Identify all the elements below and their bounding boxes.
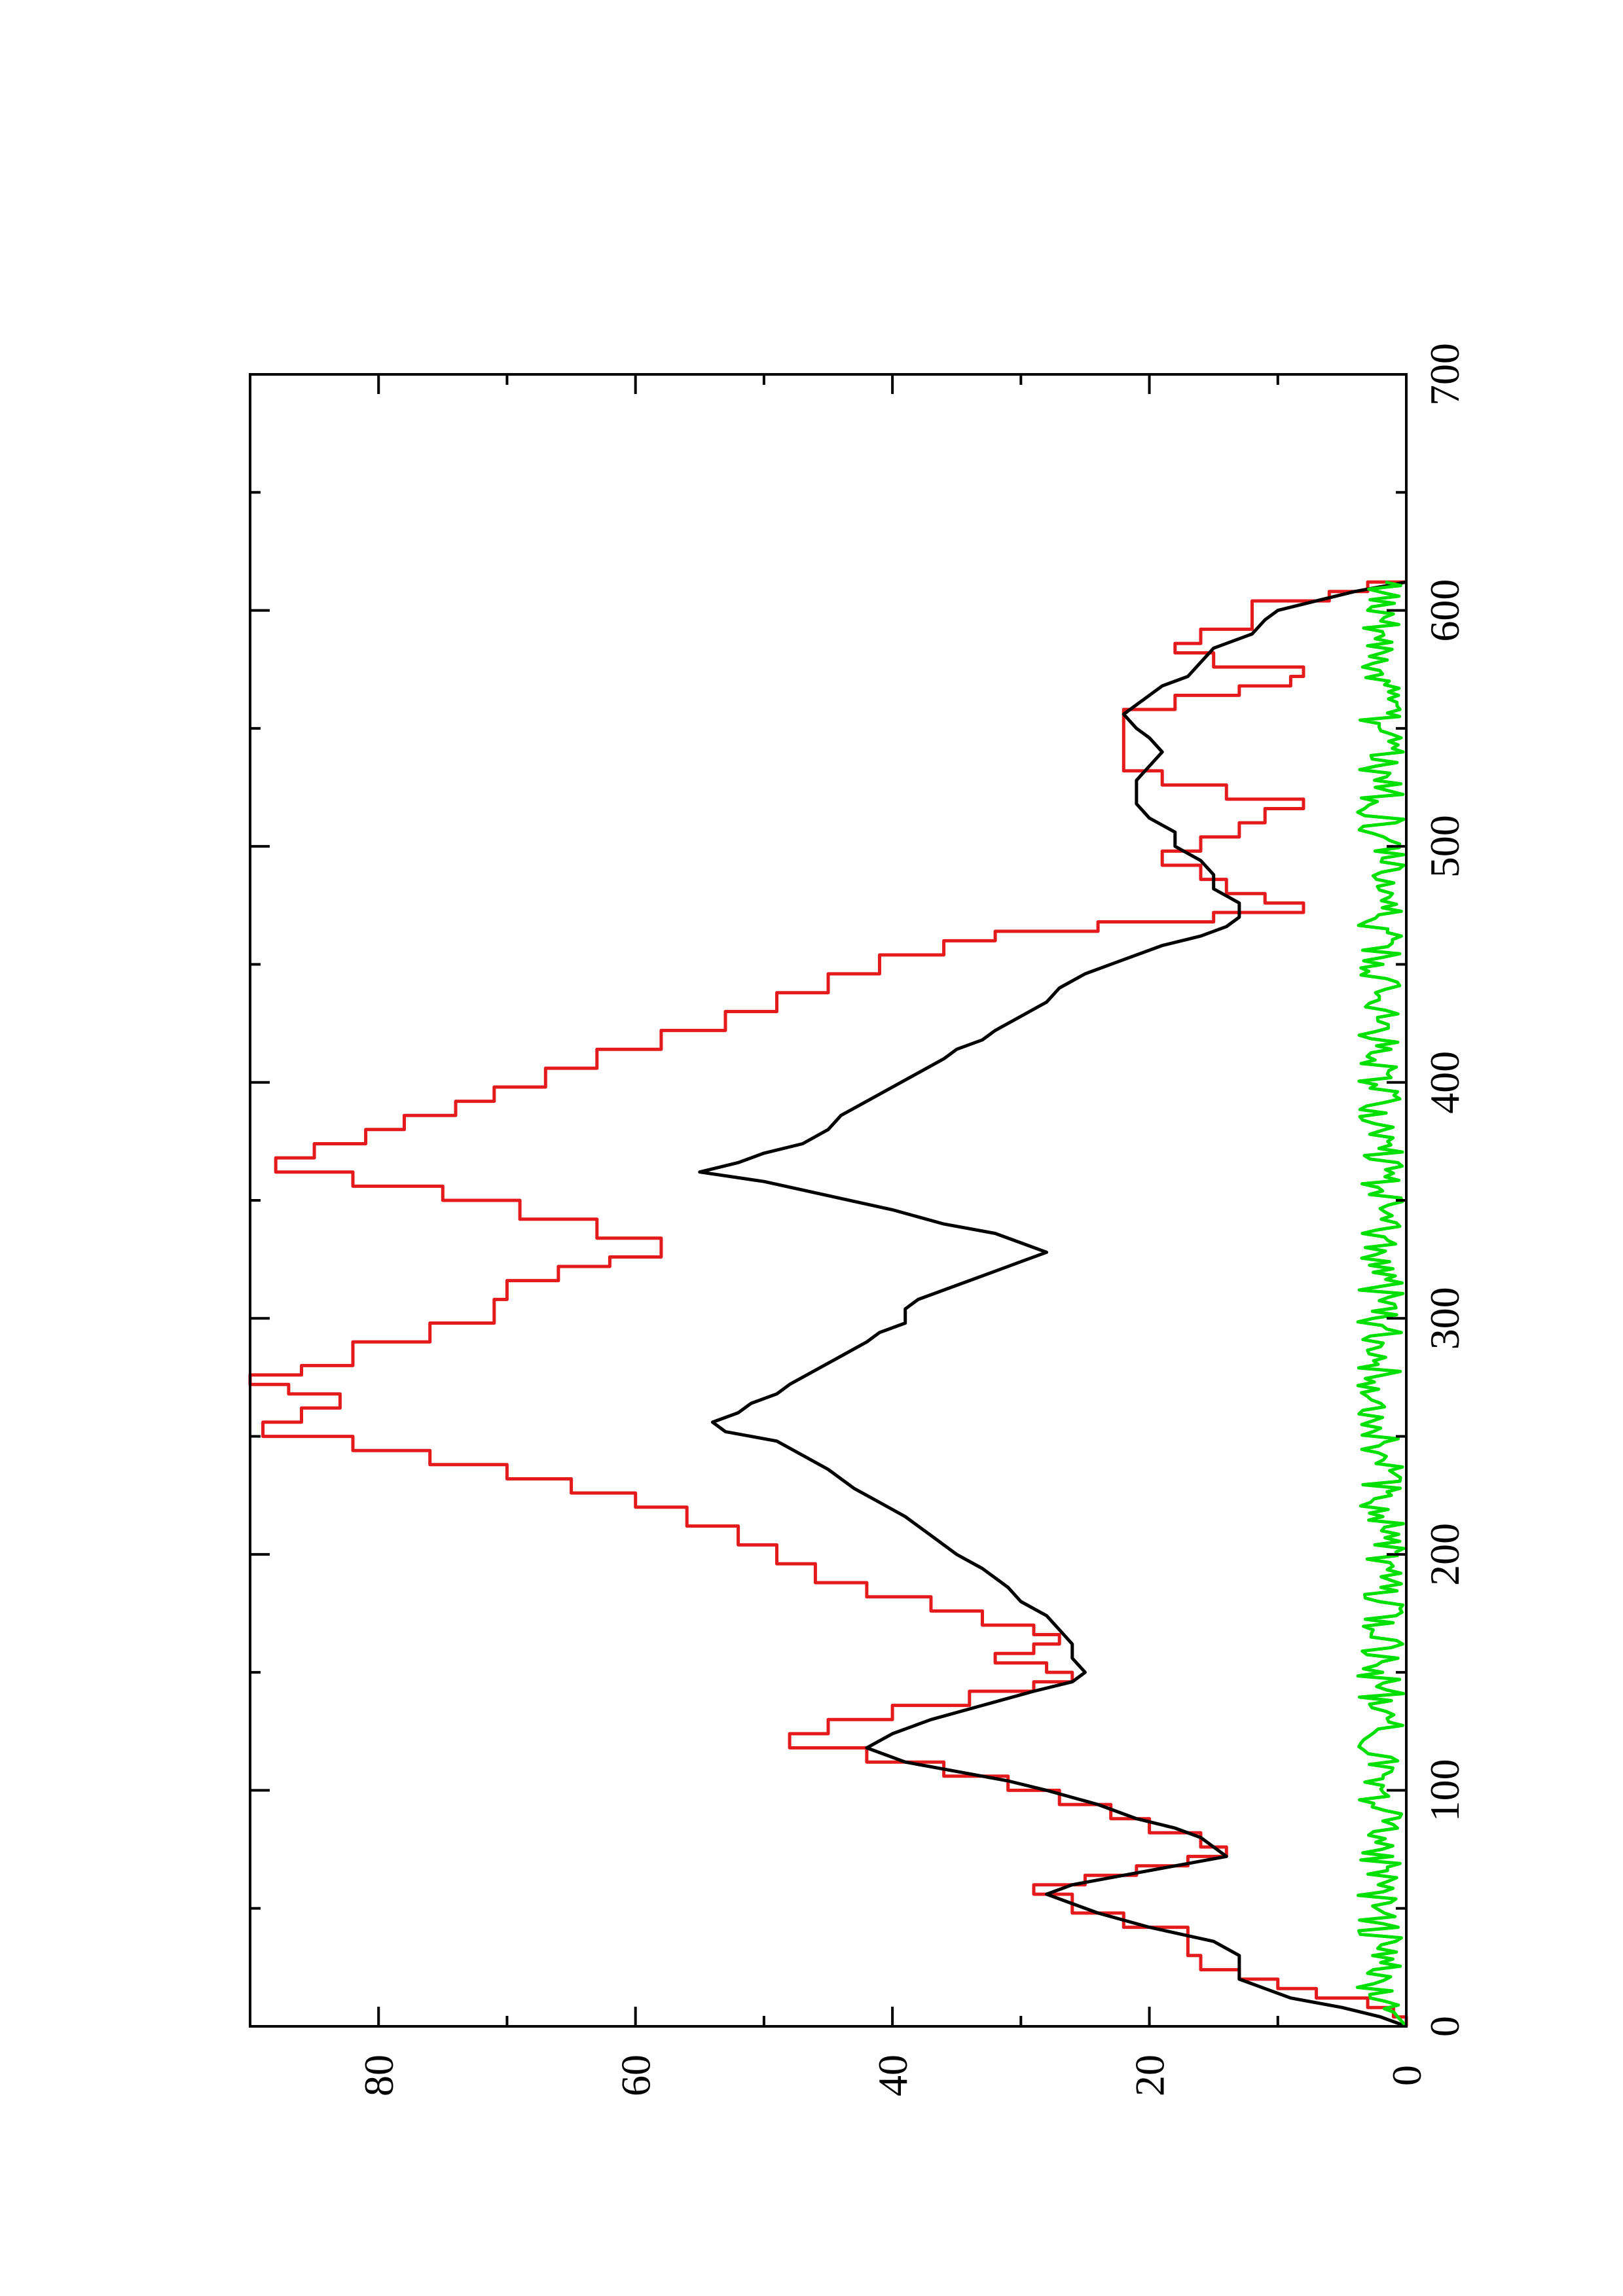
x-tick-label: 200 — [1421, 1523, 1468, 1586]
plot-frame — [249, 373, 1408, 2028]
x-tick-label: 500 — [1421, 815, 1468, 878]
series-line-0 — [248, 580, 1408, 2026]
x-tick-label: 700 — [1421, 343, 1468, 406]
y-tick-label: 20 — [1127, 2054, 1173, 2096]
y-tick-label: 0 — [1383, 2065, 1430, 2086]
y-tick-label: 60 — [613, 2054, 659, 2096]
series-line-1 — [698, 580, 1407, 2028]
series-layer — [248, 580, 1408, 2028]
x-tick-label: 400 — [1421, 1051, 1468, 1114]
x-tick-label: 0 — [1421, 2016, 1468, 2037]
x-tick-label: 300 — [1421, 1287, 1468, 1350]
y-tick-label: 40 — [869, 2054, 916, 2096]
axis-layer: 0 100 200 300 400 500 600 700 0 20 40 60 80 — [250, 343, 1468, 2096]
x-tick-label: 600 — [1421, 579, 1468, 642]
series-line-2 — [1355, 580, 1408, 2028]
y-tick-label: 80 — [356, 2054, 402, 2096]
x-tick-label: 100 — [1421, 1759, 1468, 1821]
